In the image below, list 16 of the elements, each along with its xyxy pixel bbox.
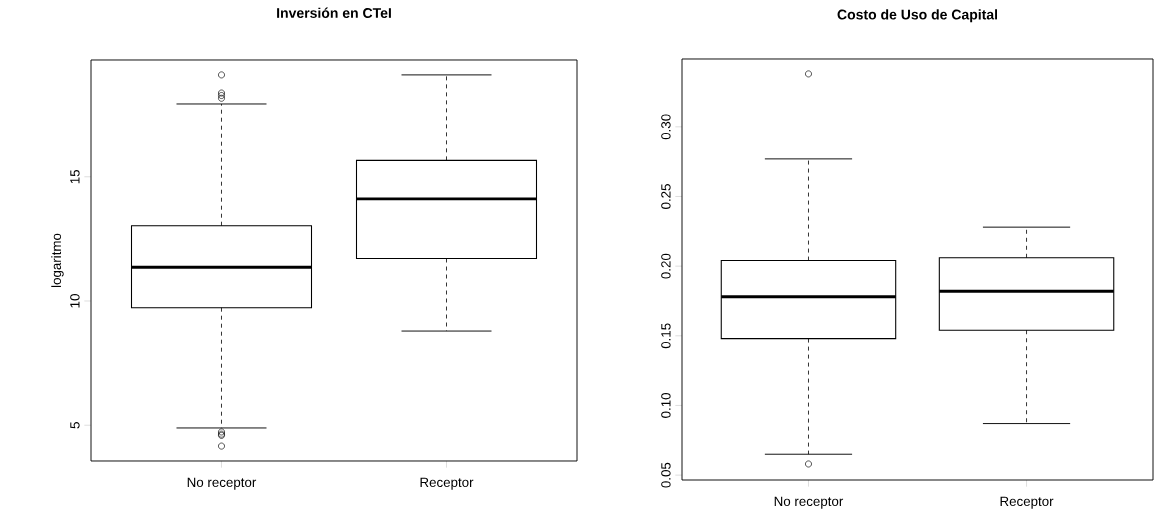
chart-title: Costo de Uso de Capital (837, 9, 998, 23)
y-tick-label: 0.15 (661, 323, 671, 349)
y-tick-label: 0.30 (661, 114, 671, 140)
x-tick-label: Receptor (420, 477, 474, 490)
y-tick-label: 10 (70, 294, 80, 308)
y-tick-label: 0.20 (661, 253, 671, 279)
y-tick-label: 15 (70, 169, 80, 184)
y-axis-title: logaritmo (51, 233, 64, 288)
chart-title: Inversión en CTeI (277, 7, 391, 18)
y-tick-label: 0.10 (661, 393, 671, 418)
y-tick-label: 0.25 (661, 184, 671, 209)
y-tick-label: 0.05 (661, 462, 671, 488)
y-tick-label: 5 (70, 422, 80, 429)
x-tick-label: Receptor (1000, 496, 1054, 509)
x-tick-label: No receptor (187, 477, 257, 490)
x-tick-label: No receptor (774, 496, 844, 509)
